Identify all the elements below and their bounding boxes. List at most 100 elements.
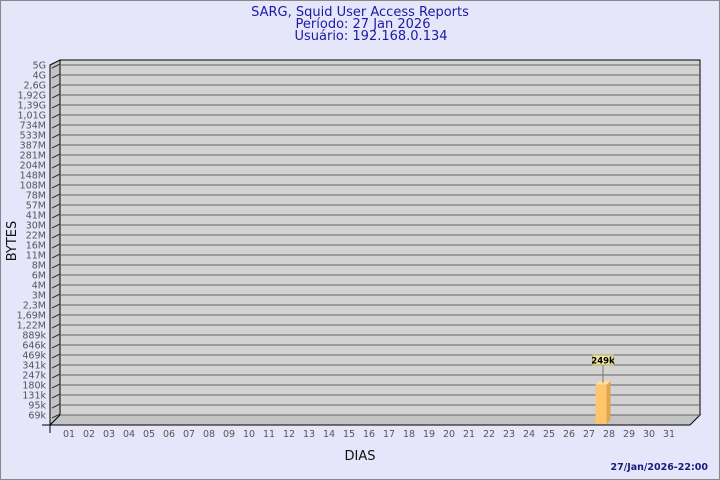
chart-subtitle-period: Período: 27 Jan 2026 [296,17,431,32]
x-tick-label: 08 [203,429,215,440]
y-tick [51,213,61,219]
y-tick [51,263,61,269]
y-tick [51,393,61,399]
y-tick-label: 1,22M [17,321,46,332]
y-tick-label: 1,01G [17,111,46,122]
y-tick [51,253,61,259]
y-tick-label: 131k [22,391,46,402]
x-tick-label: 23 [503,429,515,440]
x-tick-label: 03 [103,429,115,440]
x-tick-label: 27 [583,429,595,440]
y-tick-label: 2,6G [24,81,46,92]
y-tick [51,123,61,129]
x-tick-label: 02 [83,429,95,440]
y-tick [51,353,61,359]
x-tick-label: 07 [183,429,195,440]
y-tick [51,293,61,299]
y-tick-label: 2,3M [23,301,46,312]
y-tick [51,273,61,279]
x-tick-label: 12 [283,429,295,440]
y-tick-label: 1,69M [17,311,46,322]
x-tick-label: 16 [363,429,375,440]
y-tick [51,173,61,179]
y-tick-label: 734M [20,121,46,132]
x-tick-label: 06 [163,429,175,440]
y-tick [51,313,61,319]
data-label-box [592,354,614,366]
y-tick-label: 108M [20,181,46,192]
y-tick-label: 1,92G [17,91,46,102]
x-tick-label: 21 [463,429,475,440]
y-tick-label: 341k [22,361,46,372]
y-tick [51,333,61,339]
x-tick-label: 10 [243,429,255,440]
y-tick-label: 4M [32,281,46,292]
y-tick-label: 95k [28,401,46,412]
y-axis-label: BYTES [5,221,20,262]
y-tick [51,203,61,209]
x-tick-label: 22 [483,429,495,440]
y-tick [51,63,61,69]
x-tick-label: 14 [323,429,335,440]
chart-title: SARG, Squid User Access Reports [251,5,469,20]
y-tick-label: 30M [26,221,46,232]
y-tick-label: 148M [20,171,46,182]
y-tick-label: 16M [26,241,46,252]
x-tick-label: 13 [303,429,315,440]
y-tick-label: 646k [22,341,46,352]
x-tick-label: 30 [643,429,655,440]
bar [595,384,607,424]
chart-subtitle-user: Usuário: 192.168.0.134 [294,29,447,44]
x-tick-label: 05 [143,429,155,440]
y-tick-label: 5G [33,61,46,72]
x-tick-label: 25 [543,429,555,440]
x-tick-label: 04 [123,429,135,440]
y-tick-label: 533M [20,131,46,142]
y-tick-label: 11M [26,251,46,262]
x-tick-label: 15 [343,429,355,440]
y-tick-label: 6M [32,271,46,282]
y-tick-label: 247k [22,371,46,382]
y-tick [51,373,61,379]
y-tick-label: 41M [26,211,46,222]
y-tick [51,133,61,139]
y-tick [51,163,61,169]
y-tick-label: 22M [26,231,46,242]
y-tick [51,403,61,409]
footer-timestamp: 27/Jan/2026-22:00 [611,462,709,473]
y-tick [51,233,61,239]
y-tick [51,183,61,189]
y-tick-label: 469k [22,351,46,362]
y-tick-label: 78M [26,191,46,202]
y-tick [51,103,61,109]
x-tick-label: 28 [603,429,615,440]
y-tick [51,73,61,79]
y-tick-label: 69k [28,411,46,422]
y-tick [51,283,61,289]
y-tick-label: 281M [20,151,46,162]
y-tick-label: 204M [20,161,46,172]
y-tick [51,143,61,149]
y-tick [51,363,61,369]
y-tick [51,223,61,229]
x-tick-label: 31 [663,429,675,440]
y-tick-label: 1,39G [17,101,46,112]
x-tick-label: 24 [523,429,535,440]
y-tick-label: 3M [32,291,46,302]
y-tick [51,303,61,309]
x-tick-label: 29 [623,429,635,440]
y-tick [51,413,61,419]
data-label: 249k [591,357,615,367]
y-tick [51,93,61,99]
x-tick-label: 26 [563,429,575,440]
x-axis-label: DIAS [345,449,376,464]
x-tick-label: 20 [443,429,455,440]
x-tick-label: 17 [383,429,395,440]
x-tick-label: 19 [423,429,435,440]
y-tick [51,153,61,159]
y-tick [51,343,61,349]
x-tick-label: 09 [223,429,235,440]
x-tick-label: 01 [63,429,75,440]
y-tick [51,323,61,329]
